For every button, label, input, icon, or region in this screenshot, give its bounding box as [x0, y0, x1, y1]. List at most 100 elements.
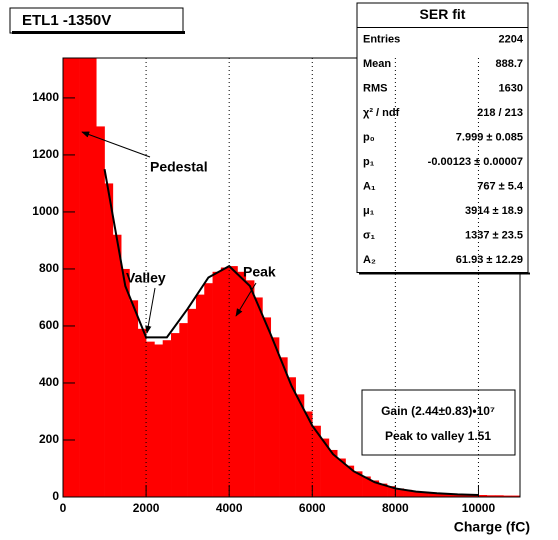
bar	[303, 411, 313, 497]
frame	[62, 57, 521, 498]
bar	[453, 494, 463, 497]
stats-label: RMS	[363, 83, 387, 95]
bar	[445, 493, 454, 497]
bar	[279, 357, 288, 497]
bar	[146, 341, 155, 497]
bar	[320, 438, 330, 497]
stats-title: SER fit	[420, 6, 466, 22]
fit-line	[103, 169, 479, 497]
y-tick-label: 200	[39, 432, 59, 446]
bar	[486, 495, 496, 497]
bar	[129, 300, 139, 497]
stats-value: 2204	[499, 34, 524, 46]
bar	[121, 268, 130, 497]
annotation: Pedestal	[150, 159, 208, 175]
title-box	[9, 7, 184, 34]
bar	[229, 266, 238, 497]
stats-value: 767 ± 5.4	[477, 181, 524, 193]
bar	[71, 58, 80, 497]
arrow	[81, 131, 151, 158]
stats-value: 888.7	[495, 58, 523, 70]
bar	[362, 476, 371, 497]
annotation: Valley	[126, 270, 166, 286]
y-tick-label: 0	[52, 489, 59, 503]
bar	[461, 494, 471, 497]
bar	[378, 483, 388, 497]
x-tick-label: 4000	[216, 501, 243, 515]
bar	[478, 495, 488, 497]
arrow	[145, 287, 156, 334]
bar	[345, 465, 355, 497]
bar	[370, 480, 380, 497]
y-tick-label: 800	[39, 261, 59, 275]
annotation: Peak	[243, 264, 276, 280]
bar	[254, 297, 263, 497]
bar	[63, 58, 72, 497]
bar	[179, 323, 188, 497]
stats-shadow	[359, 272, 530, 275]
stats-box: SER fit Entries 2204 Mean 888.7 RMS 1630 χ² / n…	[356, 2, 530, 275]
stats-value: -0.00123 ± 0.00007	[428, 156, 523, 168]
bar	[212, 271, 222, 497]
bar	[295, 394, 305, 497]
bar	[312, 425, 321, 497]
bar	[495, 495, 504, 497]
info-text: Peak to valley 1.51	[385, 429, 491, 443]
bar	[87, 58, 97, 497]
bar	[428, 492, 438, 497]
bar	[436, 493, 446, 497]
stats-label: χ² / ndf	[363, 107, 400, 119]
bar	[262, 317, 272, 497]
bar	[162, 340, 172, 497]
bar	[337, 458, 346, 497]
bar	[387, 486, 396, 497]
title-shadow	[12, 31, 185, 34]
arrow	[235, 282, 257, 317]
bar	[353, 471, 363, 497]
stats-value: 3914 ± 18.9	[465, 205, 523, 217]
stats-label: p₀	[363, 132, 375, 144]
x-tick-label: 2000	[133, 501, 160, 515]
bar	[187, 308, 197, 497]
stats-value: 1337 ± 23.5	[465, 230, 523, 242]
stats-value: 218 / 213	[477, 107, 523, 119]
y-tick-label: 600	[39, 318, 59, 332]
bar	[79, 58, 89, 497]
info-text: Gain (2.44±0.83)•10⁷	[381, 404, 495, 418]
bar	[270, 337, 280, 497]
stats-label: Mean	[363, 58, 391, 70]
chart-title: ETL1 -1350V	[22, 12, 111, 29]
stats-label: p₁	[363, 156, 375, 168]
stats-value: 1630	[499, 83, 523, 95]
stats-label: μ₁	[363, 205, 375, 217]
bar	[420, 491, 429, 497]
bar	[195, 294, 205, 497]
bar	[503, 495, 512, 497]
x-tick-label: 10000	[462, 501, 496, 515]
bar	[237, 271, 247, 497]
bar	[411, 491, 421, 497]
info-box	[361, 389, 516, 456]
x-tick-label: 6000	[299, 501, 326, 515]
bar	[204, 283, 213, 497]
bar	[245, 280, 255, 497]
stats-label: A₂	[363, 254, 376, 266]
stats-frame	[356, 2, 529, 273]
stats-value: 7.999 ± 0.085	[456, 132, 523, 144]
bar	[171, 333, 180, 497]
bar	[154, 344, 164, 497]
bar	[395, 488, 404, 497]
stats-value: 61.93 ± 12.29	[456, 254, 523, 266]
x-tick-label: 0	[60, 501, 67, 515]
bar	[96, 126, 105, 497]
stats-label: A₁	[363, 181, 376, 193]
x-axis-label: Charge (fC)	[454, 519, 530, 535]
bar	[220, 267, 230, 497]
bar	[287, 377, 296, 497]
y-tick-label: 1000	[32, 204, 59, 218]
plot-area	[63, 58, 520, 497]
stats-label: Entries	[363, 34, 400, 46]
y-tick-label: 400	[39, 375, 59, 389]
y-tick-label: 1200	[32, 147, 59, 161]
